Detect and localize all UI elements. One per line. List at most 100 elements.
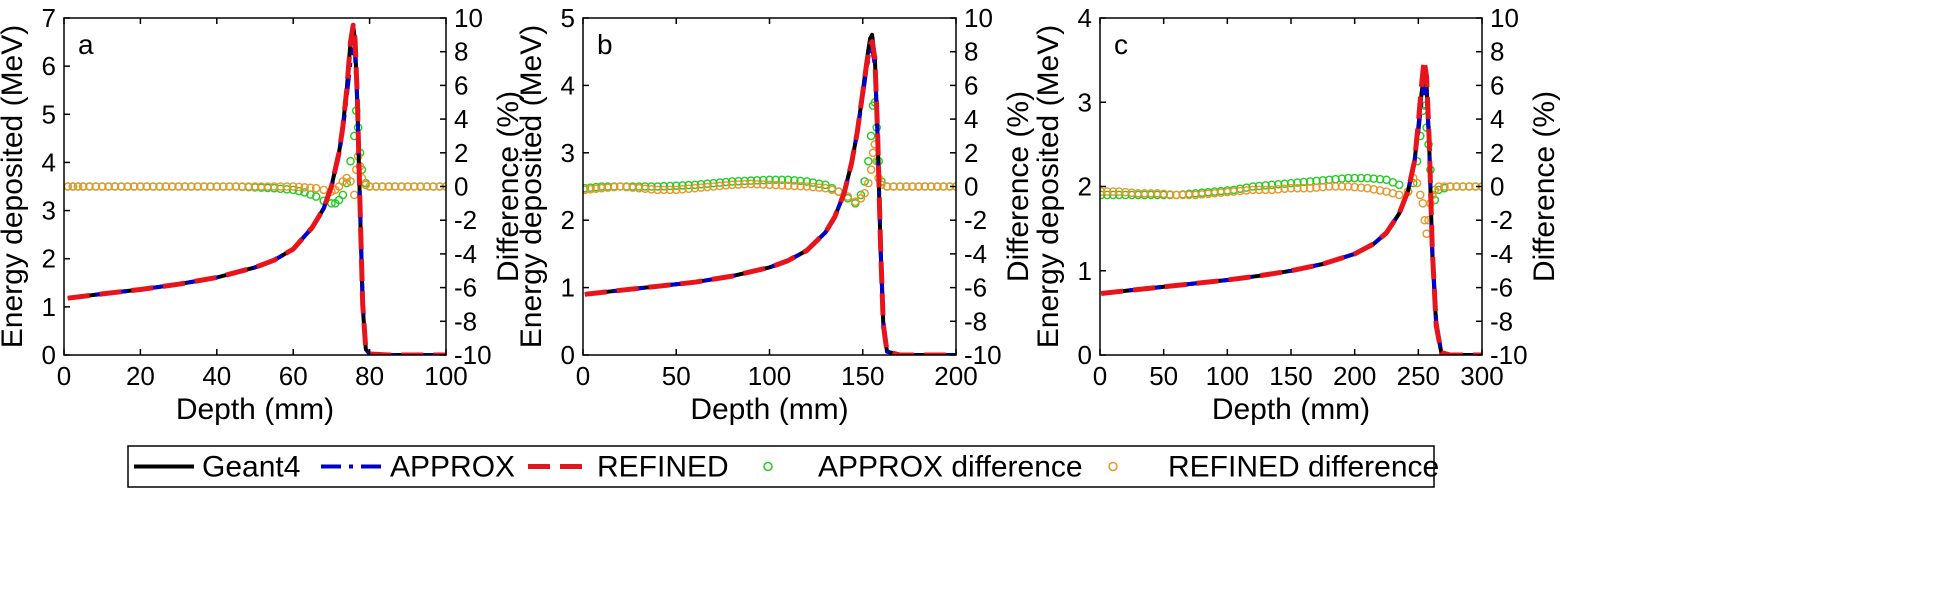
difference-marker (1108, 187, 1118, 196)
x-axis-title: Depth (mm) (690, 393, 848, 426)
difference-marker (1420, 215, 1429, 225)
y-tick-label: 4 (561, 70, 575, 100)
difference-marker (834, 187, 843, 196)
x-tick-label: 0 (57, 361, 71, 391)
difference-marker (583, 185, 590, 195)
difference-marker (765, 180, 774, 190)
y2-tick-label: -4 (454, 239, 477, 269)
y-tick-label: 3 (561, 138, 575, 168)
difference-marker (1248, 182, 1258, 191)
difference-marker (790, 181, 799, 191)
difference-marker (783, 181, 793, 190)
chart-panel-c: 0 50 100 150 200 250 30001234-10-8-6-4-2024681… (1032, 3, 1561, 426)
y2-tick-label: -6 (1490, 273, 1513, 303)
legend-label: Geant4 (202, 451, 300, 484)
difference-marker (1363, 173, 1372, 183)
y-axis-title: Energy deposited (MeV) (515, 25, 548, 349)
difference-marker (371, 182, 381, 191)
difference-marker (1273, 185, 1283, 194)
difference-marker (746, 179, 756, 189)
difference-marker (68, 182, 78, 191)
difference-marker (1102, 187, 1112, 196)
difference-marker (1369, 174, 1379, 183)
difference-marker (603, 183, 613, 192)
difference-marker (1153, 188, 1162, 198)
y2-tick-label: -2 (964, 205, 987, 235)
difference-marker (864, 178, 873, 188)
difference-marker (1235, 186, 1245, 196)
difference-marker (409, 182, 419, 191)
difference-marker (868, 148, 878, 158)
y-tick-label: 5 (561, 3, 575, 33)
difference-marker (206, 182, 215, 191)
difference-marker (901, 182, 911, 191)
difference-marker (1242, 186, 1251, 195)
plot-frame (63, 17, 447, 356)
difference-marker (1344, 173, 1353, 183)
difference-marker (864, 156, 873, 166)
difference-marker (734, 180, 743, 189)
difference-marker (1434, 182, 1444, 191)
difference-marker (123, 182, 132, 191)
x-tick-label: 50 (662, 361, 691, 391)
difference-marker (1452, 182, 1461, 191)
difference-marker (1280, 184, 1289, 194)
difference-marker (1261, 185, 1270, 195)
difference-marker (1356, 183, 1366, 192)
difference-marker (161, 182, 171, 191)
difference-marker (1394, 180, 1404, 190)
chart-panel-b: 0 50 100 150 200012345-10-8-6-4-20246810bDep… (515, 3, 1035, 426)
series-geant4-line (1101, 70, 1482, 355)
difference-marker (1203, 189, 1213, 199)
y2-axis-title: Difference (%) (492, 91, 525, 282)
difference-marker (727, 180, 737, 190)
x-tick-label: 80 (355, 361, 384, 391)
difference-marker (908, 182, 917, 191)
difference-marker (1267, 185, 1277, 195)
difference-marker (609, 182, 619, 192)
difference-marker (939, 182, 948, 191)
difference-marker (294, 186, 304, 196)
x-tick-label: 250 (1397, 361, 1440, 391)
x-axis-title: Depth (mm) (176, 393, 334, 426)
y2-tick-label: 0 (964, 172, 978, 202)
y2-tick-label: -8 (454, 306, 477, 336)
difference-marker (926, 182, 936, 191)
x-tick-label: 100 (1206, 361, 1249, 391)
y2-tick-label: -10 (964, 340, 1002, 370)
difference-marker (1172, 190, 1181, 200)
difference-marker (1412, 178, 1422, 188)
y2-tick-label: 4 (454, 104, 468, 134)
difference-marker (715, 181, 725, 191)
difference-marker (933, 182, 942, 191)
difference-marker (920, 182, 930, 191)
series-refined-line (1101, 57, 1482, 355)
difference-marker (1440, 182, 1449, 191)
difference-marker (1159, 189, 1168, 199)
difference-marker (671, 185, 681, 195)
difference-marker (1248, 185, 1258, 195)
difference-marker (1178, 190, 1188, 200)
difference-marker (1418, 199, 1428, 208)
difference-marker (187, 182, 196, 191)
difference-marker (1254, 185, 1264, 195)
x-tick-label: 20 (126, 361, 155, 391)
difference-marker (591, 184, 601, 194)
y2-tick-label: 6 (964, 70, 978, 100)
difference-marker (1312, 183, 1321, 192)
difference-marker (1184, 190, 1194, 200)
difference-marker (1318, 182, 1328, 192)
difference-marker (808, 182, 818, 192)
difference-marker (659, 181, 669, 191)
difference-marker (225, 182, 234, 191)
difference-marker (1293, 183, 1302, 193)
difference-marker (1261, 181, 1270, 190)
y2-tick-label: -8 (1490, 306, 1513, 336)
difference-marker (257, 182, 266, 191)
difference-marker (110, 182, 120, 191)
difference-marker (1375, 174, 1385, 184)
difference-marker (802, 182, 812, 191)
y2-tick-label: -10 (1490, 340, 1528, 370)
y-tick-label: 4 (1078, 3, 1092, 33)
